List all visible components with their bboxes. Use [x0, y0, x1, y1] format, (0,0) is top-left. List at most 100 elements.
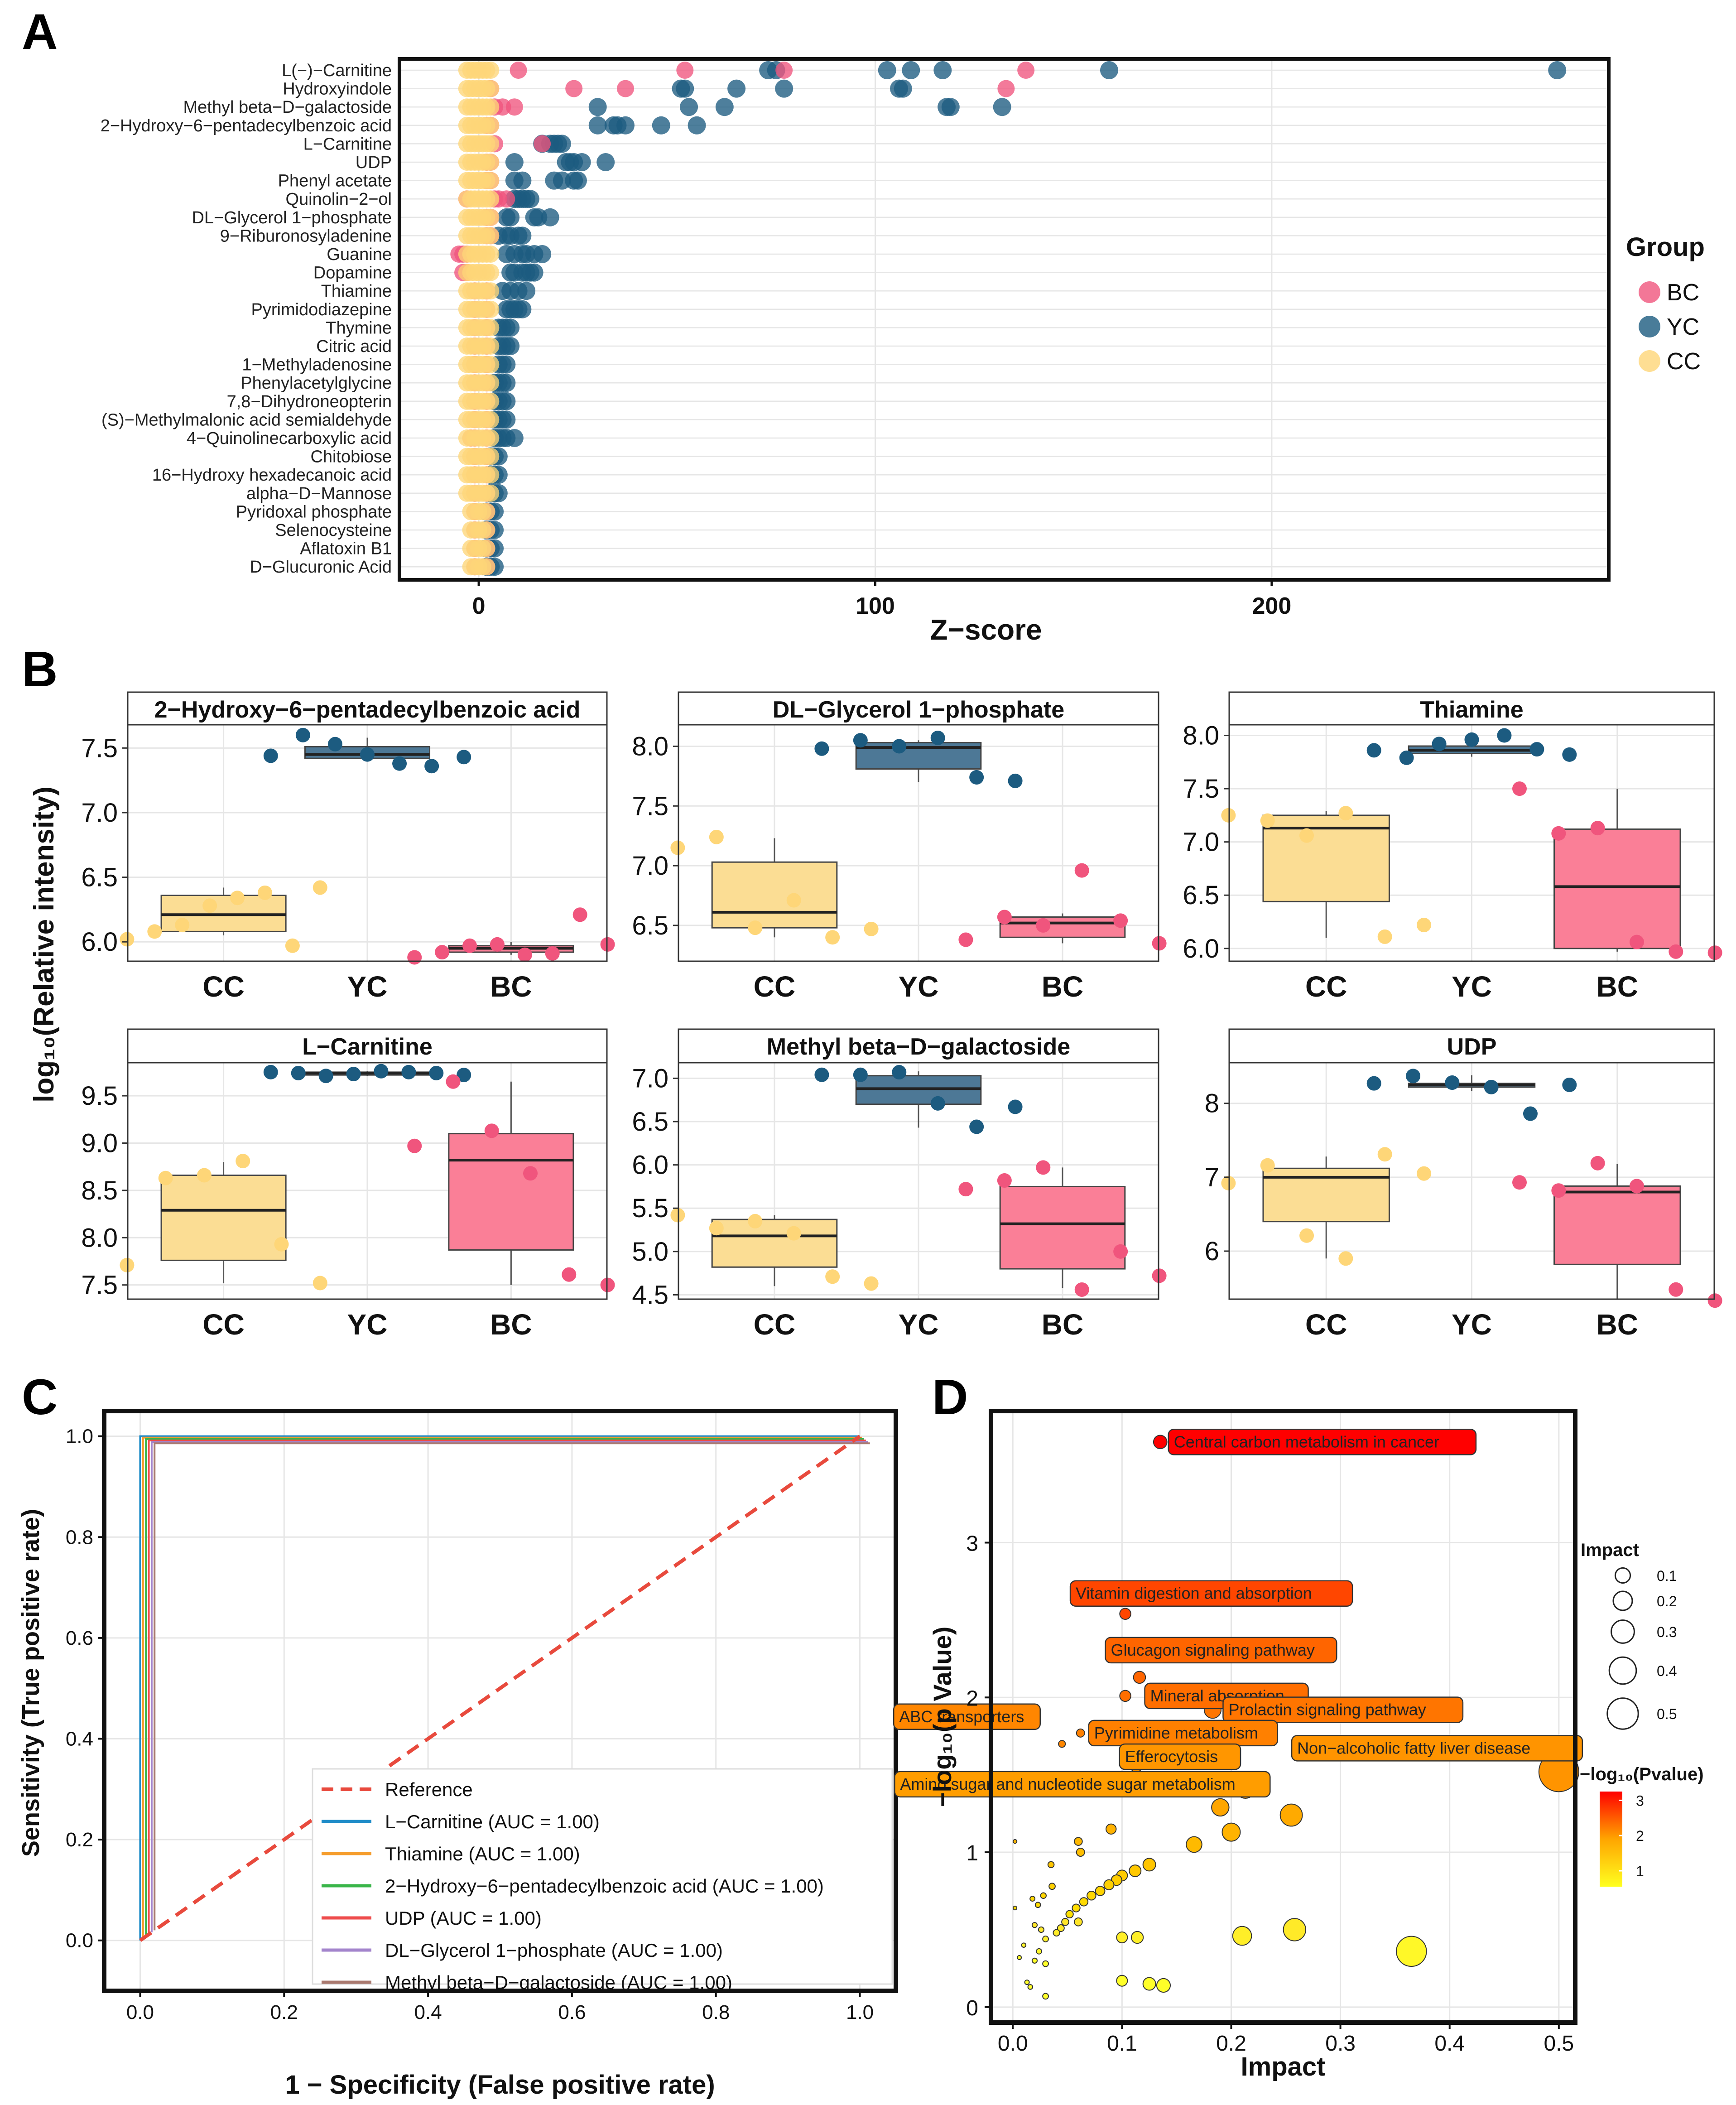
legend-label-cc: CC: [1667, 348, 1701, 375]
point-cc: [1377, 1147, 1392, 1162]
pathway-point: [1034, 1902, 1041, 1908]
x-axis-title: 1 − Specificity (False positive rate): [285, 2070, 715, 2100]
point-yc: [1562, 747, 1577, 762]
point-yc: [892, 1065, 907, 1080]
point-yc: [1100, 61, 1118, 79]
plot-frame: [989, 1409, 1577, 2025]
point-yc: [814, 1067, 829, 1082]
x-tick-label: 200: [1252, 593, 1292, 619]
point-yc: [568, 171, 587, 190]
point-yc: [616, 116, 635, 135]
pathway-point: [1142, 1977, 1156, 1991]
x-tick-label: 0.2: [270, 2001, 298, 2023]
label-text: Glucagon signaling pathway: [1111, 1641, 1315, 1659]
point-yc: [1548, 61, 1567, 79]
point-yc: [497, 355, 516, 374]
point-yc: [894, 79, 912, 98]
point-bc: [1669, 944, 1683, 959]
panel-c-roc-chart: 0.0 0.2 0.4 0.6 0.8 1.0 0.0 0.2 0.4 0.6 0.8 1.0 1 − …: [17, 1409, 898, 2100]
point-yc: [1008, 1099, 1023, 1114]
point-bc: [545, 946, 560, 961]
x-tick-label: 0.8: [702, 2001, 730, 2023]
legend-label-bc: BC: [1667, 279, 1699, 306]
y-tick-label: 0.2: [66, 1829, 93, 1851]
point-bc: [1074, 863, 1089, 878]
y-tick-label: 1−Methyladenosine: [242, 356, 392, 375]
plot-frame: [102, 1409, 898, 1993]
y-tick-label: 6.5: [632, 911, 668, 940]
point-bc: [676, 62, 694, 79]
x-tick-label: 100: [856, 593, 895, 619]
x-tick-label: YC: [347, 970, 388, 1003]
pathway-point: [1053, 1929, 1060, 1936]
y-tick-label: Pyrimidodiazepine: [251, 300, 392, 319]
y-tick-label: 7,8−Dihydroneopterin: [227, 392, 392, 411]
facet-frame: [678, 1062, 1159, 1300]
pathway-point: [1130, 1931, 1144, 1944]
legend-label: DL−Glycerol 1−phosphate (AUC = 1.00): [385, 1940, 723, 1961]
y-tick-label: 2−Hydroxy−6−pentadecylbenzoic acid: [101, 116, 392, 135]
label-text: Pyrimidine metabolism: [1094, 1724, 1258, 1742]
point-yc: [1406, 1069, 1421, 1084]
y-tick-label: 7.5: [632, 791, 668, 821]
facet-title: 2−Hydroxy−6−pentadecylbenzoic acid: [154, 697, 581, 723]
y-tick-label: alpha−D−Mannose: [246, 484, 392, 503]
point-bc: [494, 98, 511, 116]
point-cc: [482, 227, 500, 245]
point-yc: [902, 61, 920, 79]
y-tick-label: 7: [1205, 1163, 1219, 1192]
point-bc: [1707, 945, 1722, 960]
x-tick-label: 0.2: [1216, 2032, 1246, 2056]
facet-strip: [678, 691, 1159, 726]
point-cc: [482, 300, 500, 318]
size-legend-label: 0.4: [1657, 1663, 1677, 1679]
y-tick-label: 8.0: [81, 1223, 118, 1252]
pathway-point: [1072, 1903, 1081, 1912]
point-cc: [864, 921, 879, 936]
point-cc: [120, 932, 135, 947]
pathway-point: [1283, 1918, 1306, 1941]
x-tick-label: BC: [490, 970, 532, 1003]
point-yc: [424, 759, 439, 774]
y-tick-label: 6.0: [81, 927, 118, 957]
point-bc: [490, 937, 505, 952]
label-box: [894, 1771, 1271, 1798]
y-tick-label: L(−)−Carnitine: [282, 61, 392, 80]
point-bc: [600, 937, 615, 952]
pathway-point: [1279, 1803, 1303, 1827]
y-tick-label: Methyl beta−D−galactoside: [183, 98, 392, 117]
x-axis-title: Impact: [1241, 2052, 1326, 2081]
point-yc: [501, 208, 520, 226]
pathway-label: Non−alcoholic fatty liver disease: [1291, 1735, 1583, 1762]
y-tick-label: (S)−Methylmalonic acid semialdehyde: [101, 410, 392, 429]
point-cc: [748, 920, 763, 935]
point-bc: [562, 1267, 577, 1282]
y-tick-label: 7.0: [81, 798, 118, 828]
pathway-point: [1040, 1892, 1047, 1899]
point-bc: [997, 1173, 1012, 1188]
point-yc: [1366, 743, 1381, 758]
y-tick-label: Selenocysteine: [275, 521, 392, 540]
y-tick-label: Guanine: [327, 245, 392, 264]
label-text: Central carbon metabolism in cancer: [1174, 1432, 1439, 1451]
panel-label-a: A: [22, 4, 58, 60]
panel-d-pathway-bubble-chart: Central carbon metabolism in cancer Vitam…: [893, 1409, 1704, 2081]
point-cc: [313, 1276, 327, 1291]
pathway-point: [1058, 1740, 1066, 1748]
point-yc: [878, 61, 896, 79]
point-bc: [407, 950, 422, 965]
point-cc: [1260, 813, 1275, 828]
point-yc: [346, 1067, 361, 1082]
panel-label-b: B: [22, 641, 58, 697]
pathway-point: [1396, 1936, 1427, 1967]
y-tick-label: 5.5: [632, 1194, 668, 1223]
point-bc: [517, 947, 532, 962]
point-yc: [853, 733, 868, 748]
pathway-point: [1047, 1861, 1055, 1869]
y-tick-label: 7.0: [632, 851, 668, 881]
y-tick-label: 9.5: [81, 1081, 118, 1111]
y-tick-label: 7.0: [632, 1064, 668, 1093]
point-bc: [616, 80, 634, 97]
roc-curve: [150, 1441, 868, 1932]
point-bc: [1036, 1160, 1051, 1175]
